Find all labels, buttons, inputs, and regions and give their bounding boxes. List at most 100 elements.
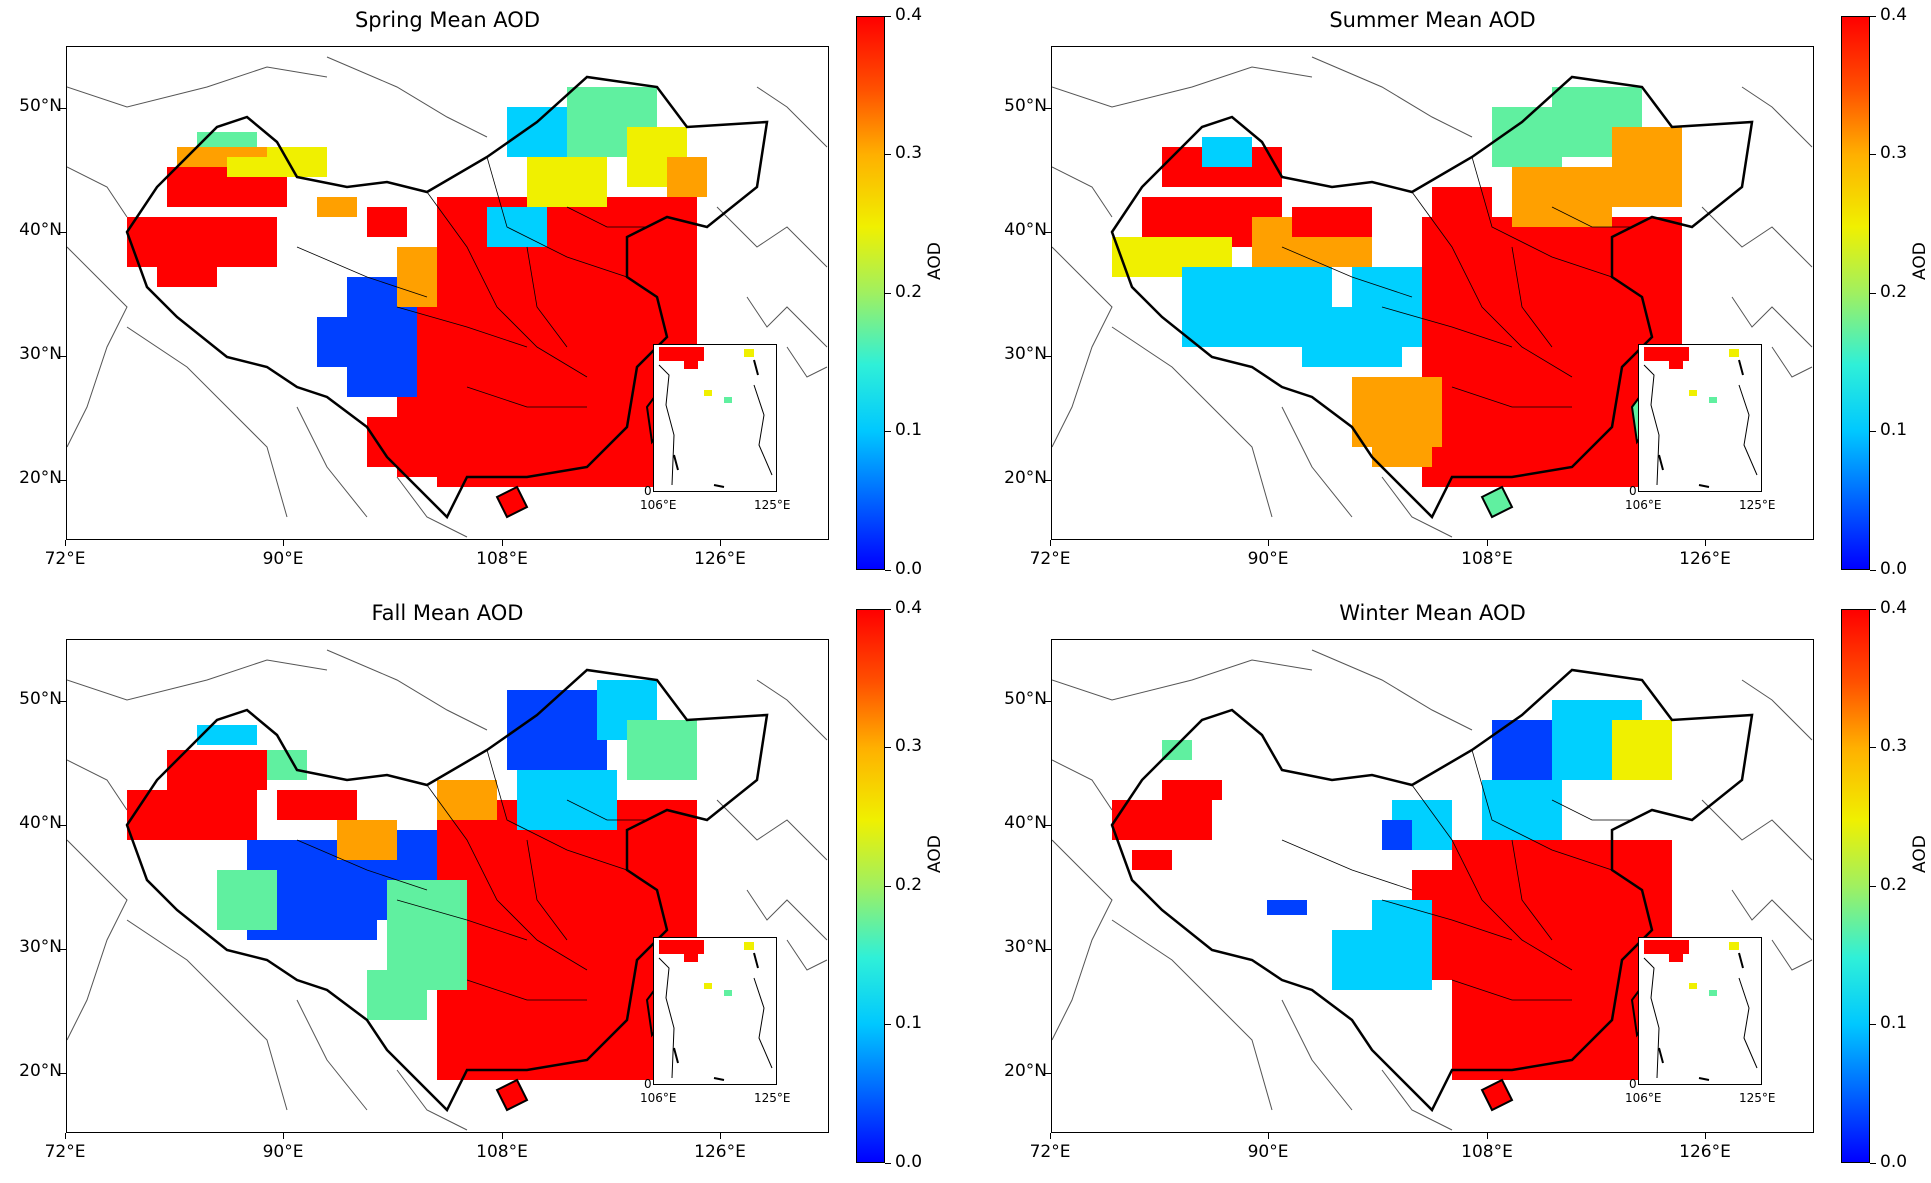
province-border (466, 979, 587, 1001)
aod-cell (227, 157, 267, 177)
aod-cell (1112, 800, 1212, 840)
aod-cell (217, 870, 277, 930)
lat-tick-label: 50°N (19, 96, 62, 116)
south-china-sea-inset (653, 344, 777, 492)
country-border (396, 476, 468, 538)
colorbar-tick (1870, 609, 1876, 610)
province-border (526, 839, 568, 941)
lat-tick-label: 20°N (1004, 1061, 1047, 1081)
aod-cell (1709, 990, 1717, 996)
map-svg (1052, 649, 1813, 1131)
country-border (1771, 939, 1813, 971)
country-border (67, 246, 128, 448)
lon-tick-label: 108°E (1461, 549, 1513, 569)
aod-cell (197, 725, 257, 745)
lat-tick (1045, 356, 1051, 357)
aod-cell (1482, 780, 1562, 840)
colorbar-tick-label: 0.0 (1880, 559, 1908, 579)
lat-tick (1045, 232, 1051, 233)
lat-tick-label: 50°N (1004, 689, 1047, 709)
province-border (486, 156, 628, 278)
aod-cell (1709, 397, 1717, 403)
lon-tick-label: 126°E (694, 1142, 746, 1162)
aod-cell (744, 349, 754, 357)
lat-tick-label: 30°N (19, 344, 62, 364)
aod-cell (1302, 307, 1402, 367)
lon-tick-label: 126°E (1679, 1142, 1731, 1162)
country-border (1052, 246, 1113, 448)
coastline (1738, 977, 1758, 1069)
province-border (1551, 206, 1632, 228)
colorbar-tick-label: 0.1 (895, 420, 923, 440)
lat-tick (60, 480, 66, 481)
aod-cell (724, 990, 732, 996)
inset-zero-label: 0 (1629, 1077, 1637, 1091)
china-outline (125, 75, 769, 520)
province-border (396, 306, 528, 348)
country-border (1281, 406, 1353, 518)
aod-cell (1267, 900, 1307, 915)
lon-tick (1705, 540, 1706, 546)
aod-cell (367, 970, 427, 1020)
inset-svg (1643, 940, 1758, 1081)
country-border (756, 679, 828, 741)
inset-zero-label: 0 (1629, 484, 1637, 498)
country-border (67, 166, 128, 218)
south-china-sea-inset (653, 937, 777, 1085)
colorbar-tick-label: 0.2 (895, 875, 923, 895)
country-border (67, 66, 328, 108)
lat-tick-label: 20°N (19, 468, 62, 488)
province-border (1511, 246, 1553, 348)
lat-tick-label: 40°N (1004, 813, 1047, 833)
colorbar-tick (1870, 293, 1876, 294)
panel-title: Winter Mean AOD (1339, 601, 1526, 625)
colorbar-tick (885, 570, 891, 571)
country-border (1052, 659, 1313, 701)
colorbar (856, 16, 885, 570)
colorbar-tick (885, 293, 891, 294)
lon-tick (502, 540, 503, 546)
aod-cell (527, 157, 607, 207)
country-border (756, 86, 828, 148)
country-border (716, 799, 828, 861)
colorbar (1841, 16, 1870, 570)
aod-cell (1292, 207, 1372, 237)
panel-spring: Spring Mean AOD 50°N 40°N 30°N 20°N 72°E 90°E… (0, 0, 960, 590)
province-border (1451, 979, 1572, 1001)
country-border (1771, 346, 1813, 378)
province-border (526, 246, 568, 348)
colorbar-tick-label: 0.2 (895, 282, 923, 302)
lon-tick (1268, 1133, 1269, 1139)
country-border (396, 1069, 468, 1131)
country-border (326, 649, 488, 731)
inset-tick-label: 125°E (1739, 1091, 1776, 1105)
country-border (1281, 999, 1353, 1111)
aod-cell (397, 247, 437, 307)
lon-tick (65, 540, 66, 546)
coastline (753, 977, 773, 1069)
country-border (1311, 649, 1473, 731)
lon-tick (1487, 540, 1488, 546)
china-outline (1110, 668, 1754, 1113)
country-border (1701, 206, 1813, 268)
colorbar-tick (885, 154, 891, 155)
province-border (1551, 799, 1632, 821)
aod-cell (1382, 820, 1412, 850)
country-border (1701, 799, 1813, 861)
panel-title: Summer Mean AOD (1329, 8, 1536, 32)
lat-tick (60, 1073, 66, 1074)
lat-tick (1045, 949, 1051, 950)
colorbar-tick (1870, 1024, 1876, 1025)
colorbar-tick (1870, 886, 1876, 887)
colorbar-tick-label: 0.3 (1880, 143, 1908, 163)
province-border (1281, 246, 1413, 298)
aod-cell (127, 217, 277, 267)
province-border (1451, 386, 1572, 408)
lon-tick (502, 1133, 503, 1139)
aod-cell (337, 820, 397, 860)
aod-cell (127, 790, 257, 840)
colorbar-tick-label: 0.0 (895, 1152, 923, 1172)
province-border (486, 749, 628, 871)
nine-dash-line (1658, 952, 1744, 1081)
colorbar-tick-label: 0.4 (895, 5, 923, 25)
